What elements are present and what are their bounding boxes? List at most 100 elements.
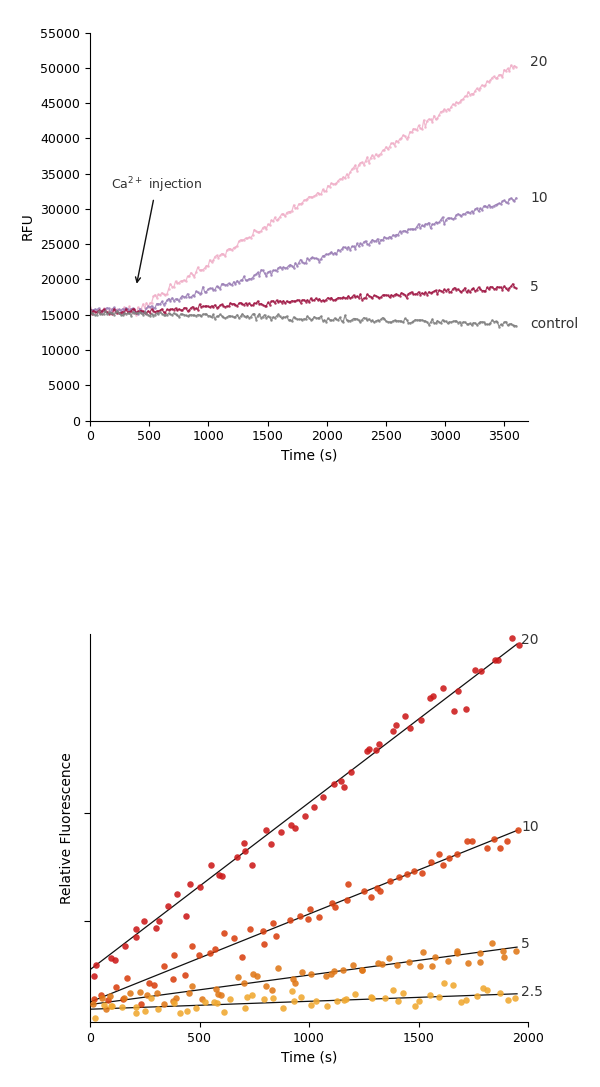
Point	[214, 866, 224, 884]
Point	[448, 976, 458, 994]
Point	[258, 922, 268, 939]
Point	[238, 948, 247, 965]
Text: 5: 5	[530, 279, 539, 293]
Point	[118, 998, 127, 1015]
Point	[217, 867, 227, 885]
Point	[97, 989, 107, 1007]
Point	[388, 980, 398, 998]
Point	[329, 962, 339, 979]
Point	[445, 849, 454, 866]
Point	[290, 974, 300, 991]
Point	[245, 921, 255, 938]
Point	[392, 955, 402, 973]
Point	[403, 865, 412, 883]
Point	[131, 1004, 141, 1022]
Text: 2.5: 2.5	[521, 985, 544, 999]
Point	[400, 708, 410, 725]
Point	[122, 970, 132, 987]
Point	[103, 991, 113, 1009]
Point	[168, 971, 178, 988]
Point	[278, 999, 288, 1016]
Point	[181, 966, 190, 984]
Point	[287, 983, 296, 1000]
Point	[139, 912, 148, 929]
Point	[182, 1002, 192, 1020]
Point	[467, 833, 476, 850]
Point	[510, 989, 520, 1007]
Point	[409, 862, 419, 879]
Point	[359, 883, 368, 900]
Point	[212, 995, 222, 1012]
Point	[439, 975, 449, 992]
Point	[268, 989, 277, 1007]
Point	[289, 992, 299, 1010]
Point	[394, 867, 404, 885]
Point	[259, 935, 269, 952]
Text: 10: 10	[530, 191, 548, 205]
Point	[233, 848, 242, 865]
Point	[96, 987, 106, 1004]
Point	[443, 952, 452, 970]
Point	[259, 990, 269, 1008]
Point	[321, 967, 331, 985]
Point	[452, 846, 461, 863]
Point	[418, 944, 428, 961]
Y-axis label: Relative Fluorescence: Relative Fluorescence	[60, 752, 74, 903]
Point	[306, 965, 316, 983]
Point	[101, 1001, 110, 1019]
Point	[154, 1000, 163, 1017]
Point	[339, 991, 349, 1009]
Point	[187, 977, 197, 995]
Point	[125, 984, 135, 1001]
Point	[461, 991, 470, 1009]
Point	[350, 985, 360, 1002]
X-axis label: Time (s): Time (s)	[281, 449, 337, 463]
Point	[348, 957, 358, 974]
Text: 20: 20	[521, 634, 539, 648]
Point	[239, 975, 249, 992]
Point	[185, 875, 194, 892]
Point	[410, 997, 420, 1014]
Point	[187, 938, 197, 955]
Point	[225, 990, 235, 1008]
Point	[168, 992, 178, 1010]
Point	[152, 984, 161, 1001]
Point	[502, 833, 512, 850]
Point	[377, 954, 387, 972]
Point	[479, 978, 488, 996]
Point	[295, 908, 305, 925]
Point	[386, 873, 395, 890]
Point	[142, 986, 152, 1003]
Point	[346, 764, 355, 782]
Point	[449, 702, 458, 720]
Point	[499, 949, 508, 966]
Point	[99, 997, 109, 1014]
Point	[513, 822, 523, 839]
Text: 20: 20	[530, 55, 548, 70]
Point	[89, 990, 99, 1008]
Point	[489, 830, 499, 848]
Point	[118, 990, 128, 1008]
Point	[305, 900, 314, 917]
Point	[415, 958, 425, 975]
Point	[416, 711, 425, 728]
Point	[242, 988, 252, 1005]
Point	[261, 977, 271, 995]
Point	[272, 927, 281, 945]
Point	[88, 995, 98, 1012]
Point	[175, 1004, 185, 1022]
Point	[434, 989, 443, 1007]
Point	[241, 842, 250, 860]
Point	[239, 835, 248, 852]
Point	[417, 864, 427, 882]
Point	[217, 987, 226, 1004]
Point	[332, 992, 342, 1010]
Point	[200, 994, 209, 1011]
Point	[463, 953, 473, 971]
Point	[415, 992, 424, 1010]
Point	[373, 954, 383, 972]
Point	[210, 940, 220, 958]
Point	[406, 720, 415, 737]
Point	[267, 982, 277, 999]
Point	[463, 833, 472, 850]
